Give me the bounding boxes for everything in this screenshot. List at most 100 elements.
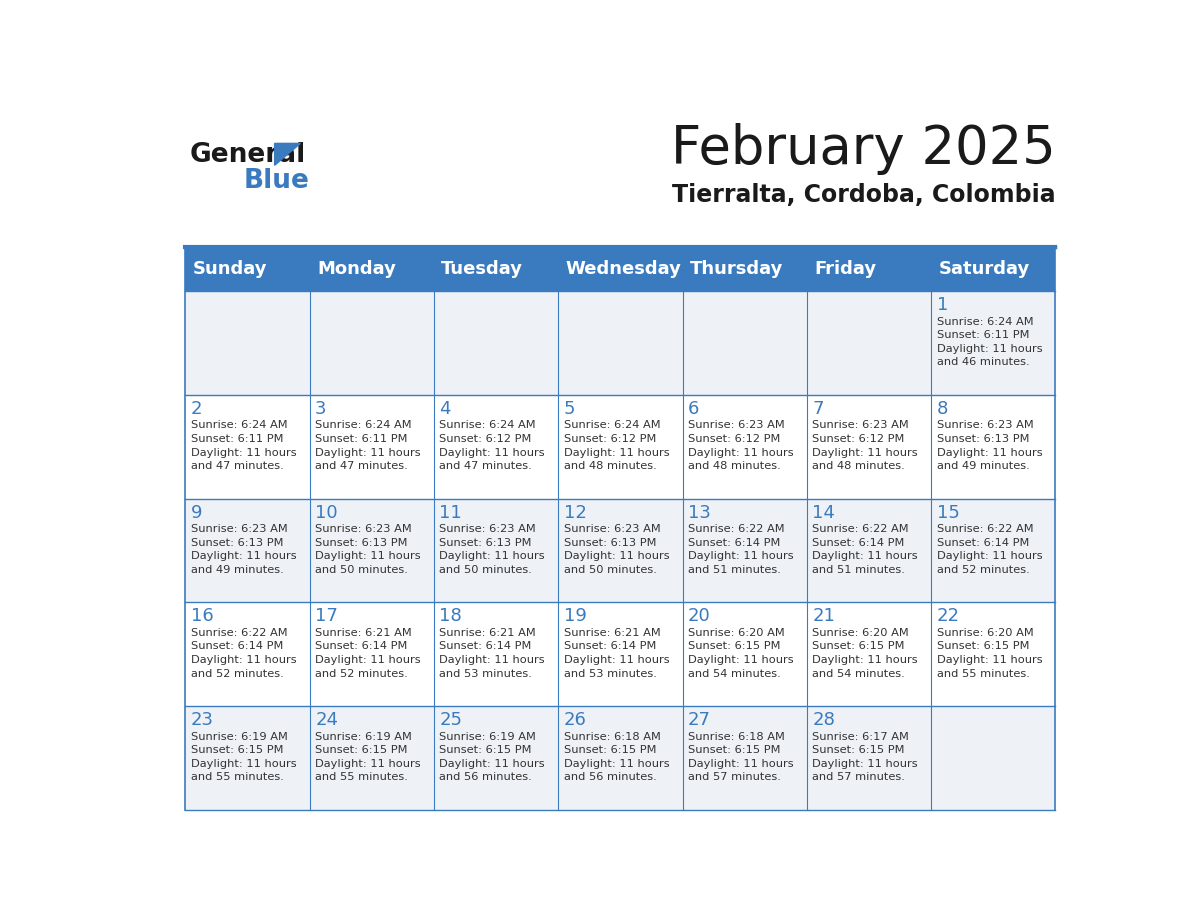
Text: Sunrise: 6:24 AM
Sunset: 6:12 PM
Daylight: 11 hours
and 48 minutes.: Sunrise: 6:24 AM Sunset: 6:12 PM Dayligh… — [564, 420, 669, 471]
Text: 24: 24 — [315, 711, 339, 729]
Text: Sunday: Sunday — [192, 260, 267, 278]
Text: Tierralta, Cordoba, Colombia: Tierralta, Cordoba, Colombia — [671, 183, 1055, 207]
Text: Sunrise: 6:24 AM
Sunset: 6:12 PM
Daylight: 11 hours
and 47 minutes.: Sunrise: 6:24 AM Sunset: 6:12 PM Dayligh… — [440, 420, 545, 471]
Text: Sunrise: 6:23 AM
Sunset: 6:12 PM
Daylight: 11 hours
and 48 minutes.: Sunrise: 6:23 AM Sunset: 6:12 PM Dayligh… — [688, 420, 794, 471]
Bar — [931, 706, 1055, 810]
Bar — [310, 602, 434, 706]
Text: Blue: Blue — [244, 168, 309, 194]
Bar — [434, 291, 558, 395]
Bar — [931, 291, 1055, 395]
Text: Sunrise: 6:19 AM
Sunset: 6:15 PM
Daylight: 11 hours
and 55 minutes.: Sunrise: 6:19 AM Sunset: 6:15 PM Dayligh… — [315, 732, 421, 782]
Text: Sunrise: 6:21 AM
Sunset: 6:14 PM
Daylight: 11 hours
and 53 minutes.: Sunrise: 6:21 AM Sunset: 6:14 PM Dayligh… — [440, 628, 545, 678]
Text: 11: 11 — [440, 504, 462, 521]
Text: Sunrise: 6:23 AM
Sunset: 6:13 PM
Daylight: 11 hours
and 50 minutes.: Sunrise: 6:23 AM Sunset: 6:13 PM Dayligh… — [564, 524, 669, 575]
Bar — [558, 706, 682, 810]
Text: 14: 14 — [813, 504, 835, 521]
Bar — [434, 395, 558, 498]
Text: Monday: Monday — [317, 260, 396, 278]
Bar — [807, 395, 931, 498]
Text: 27: 27 — [688, 711, 712, 729]
Text: Sunrise: 6:22 AM
Sunset: 6:14 PM
Daylight: 11 hours
and 52 minutes.: Sunrise: 6:22 AM Sunset: 6:14 PM Dayligh… — [191, 628, 297, 678]
Text: 4: 4 — [440, 400, 451, 418]
Bar — [310, 395, 434, 498]
Text: 22: 22 — [936, 608, 960, 625]
Text: February 2025: February 2025 — [671, 123, 1055, 175]
Text: 10: 10 — [315, 504, 337, 521]
Text: 5: 5 — [564, 400, 575, 418]
Text: Friday: Friday — [814, 260, 877, 278]
Bar — [682, 291, 807, 395]
Text: 9: 9 — [191, 504, 202, 521]
Bar — [807, 291, 931, 395]
Text: Wednesday: Wednesday — [565, 260, 682, 278]
Bar — [185, 602, 310, 706]
Bar — [558, 291, 682, 395]
Bar — [682, 498, 807, 602]
Text: Sunrise: 6:23 AM
Sunset: 6:13 PM
Daylight: 11 hours
and 50 minutes.: Sunrise: 6:23 AM Sunset: 6:13 PM Dayligh… — [440, 524, 545, 575]
Bar — [931, 395, 1055, 498]
Bar — [310, 706, 434, 810]
Text: 28: 28 — [813, 711, 835, 729]
Bar — [931, 602, 1055, 706]
Text: 1: 1 — [936, 297, 948, 314]
Text: Sunrise: 6:24 AM
Sunset: 6:11 PM
Daylight: 11 hours
and 46 minutes.: Sunrise: 6:24 AM Sunset: 6:11 PM Dayligh… — [936, 317, 1042, 367]
Bar — [185, 291, 310, 395]
Text: Sunrise: 6:19 AM
Sunset: 6:15 PM
Daylight: 11 hours
and 55 minutes.: Sunrise: 6:19 AM Sunset: 6:15 PM Dayligh… — [191, 732, 297, 782]
Text: Sunrise: 6:23 AM
Sunset: 6:12 PM
Daylight: 11 hours
and 48 minutes.: Sunrise: 6:23 AM Sunset: 6:12 PM Dayligh… — [813, 420, 918, 471]
Bar — [434, 706, 558, 810]
Text: 20: 20 — [688, 608, 710, 625]
Bar — [434, 498, 558, 602]
Text: Sunrise: 6:23 AM
Sunset: 6:13 PM
Daylight: 11 hours
and 49 minutes.: Sunrise: 6:23 AM Sunset: 6:13 PM Dayligh… — [191, 524, 297, 575]
Text: 2: 2 — [191, 400, 202, 418]
Bar — [682, 706, 807, 810]
Bar — [807, 706, 931, 810]
Text: Sunrise: 6:23 AM
Sunset: 6:13 PM
Daylight: 11 hours
and 50 minutes.: Sunrise: 6:23 AM Sunset: 6:13 PM Dayligh… — [315, 524, 421, 575]
Polygon shape — [274, 143, 301, 165]
Bar — [807, 602, 931, 706]
Text: 7: 7 — [813, 400, 823, 418]
Text: 25: 25 — [440, 711, 462, 729]
Text: Sunrise: 6:23 AM
Sunset: 6:13 PM
Daylight: 11 hours
and 49 minutes.: Sunrise: 6:23 AM Sunset: 6:13 PM Dayligh… — [936, 420, 1042, 471]
Text: 26: 26 — [564, 711, 587, 729]
Text: Sunrise: 6:21 AM
Sunset: 6:14 PM
Daylight: 11 hours
and 53 minutes.: Sunrise: 6:21 AM Sunset: 6:14 PM Dayligh… — [564, 628, 669, 678]
Text: Sunrise: 6:18 AM
Sunset: 6:15 PM
Daylight: 11 hours
and 57 minutes.: Sunrise: 6:18 AM Sunset: 6:15 PM Dayligh… — [688, 732, 794, 782]
Text: Tuesday: Tuesday — [441, 260, 523, 278]
Bar — [185, 706, 310, 810]
Bar — [931, 498, 1055, 602]
Bar — [434, 602, 558, 706]
Text: 18: 18 — [440, 608, 462, 625]
Text: Sunrise: 6:24 AM
Sunset: 6:11 PM
Daylight: 11 hours
and 47 minutes.: Sunrise: 6:24 AM Sunset: 6:11 PM Dayligh… — [315, 420, 421, 471]
Bar — [682, 395, 807, 498]
Text: 8: 8 — [936, 400, 948, 418]
Text: 6: 6 — [688, 400, 700, 418]
Text: 23: 23 — [191, 711, 214, 729]
Bar — [558, 602, 682, 706]
Bar — [558, 395, 682, 498]
Text: Sunrise: 6:20 AM
Sunset: 6:15 PM
Daylight: 11 hours
and 54 minutes.: Sunrise: 6:20 AM Sunset: 6:15 PM Dayligh… — [813, 628, 918, 678]
Text: Sunrise: 6:22 AM
Sunset: 6:14 PM
Daylight: 11 hours
and 51 minutes.: Sunrise: 6:22 AM Sunset: 6:14 PM Dayligh… — [688, 524, 794, 575]
Text: 3: 3 — [315, 400, 327, 418]
Text: Sunrise: 6:20 AM
Sunset: 6:15 PM
Daylight: 11 hours
and 54 minutes.: Sunrise: 6:20 AM Sunset: 6:15 PM Dayligh… — [688, 628, 794, 678]
Text: Sunrise: 6:17 AM
Sunset: 6:15 PM
Daylight: 11 hours
and 57 minutes.: Sunrise: 6:17 AM Sunset: 6:15 PM Dayligh… — [813, 732, 918, 782]
Text: Sunrise: 6:20 AM
Sunset: 6:15 PM
Daylight: 11 hours
and 55 minutes.: Sunrise: 6:20 AM Sunset: 6:15 PM Dayligh… — [936, 628, 1042, 678]
Text: 16: 16 — [191, 608, 214, 625]
Text: Saturday: Saturday — [939, 260, 1030, 278]
Bar — [558, 498, 682, 602]
Bar — [185, 498, 310, 602]
Bar — [807, 498, 931, 602]
Text: 12: 12 — [564, 504, 587, 521]
Text: 17: 17 — [315, 608, 339, 625]
Text: 21: 21 — [813, 608, 835, 625]
Text: General: General — [190, 141, 307, 168]
Text: Thursday: Thursday — [690, 260, 783, 278]
Bar — [310, 291, 434, 395]
Bar — [185, 395, 310, 498]
Bar — [310, 498, 434, 602]
Bar — [185, 247, 1055, 291]
Text: Sunrise: 6:24 AM
Sunset: 6:11 PM
Daylight: 11 hours
and 47 minutes.: Sunrise: 6:24 AM Sunset: 6:11 PM Dayligh… — [191, 420, 297, 471]
Text: Sunrise: 6:19 AM
Sunset: 6:15 PM
Daylight: 11 hours
and 56 minutes.: Sunrise: 6:19 AM Sunset: 6:15 PM Dayligh… — [440, 732, 545, 782]
Text: Sunrise: 6:21 AM
Sunset: 6:14 PM
Daylight: 11 hours
and 52 minutes.: Sunrise: 6:21 AM Sunset: 6:14 PM Dayligh… — [315, 628, 421, 678]
Text: Sunrise: 6:22 AM
Sunset: 6:14 PM
Daylight: 11 hours
and 52 minutes.: Sunrise: 6:22 AM Sunset: 6:14 PM Dayligh… — [936, 524, 1042, 575]
Text: 13: 13 — [688, 504, 710, 521]
Text: Sunrise: 6:22 AM
Sunset: 6:14 PM
Daylight: 11 hours
and 51 minutes.: Sunrise: 6:22 AM Sunset: 6:14 PM Dayligh… — [813, 524, 918, 575]
